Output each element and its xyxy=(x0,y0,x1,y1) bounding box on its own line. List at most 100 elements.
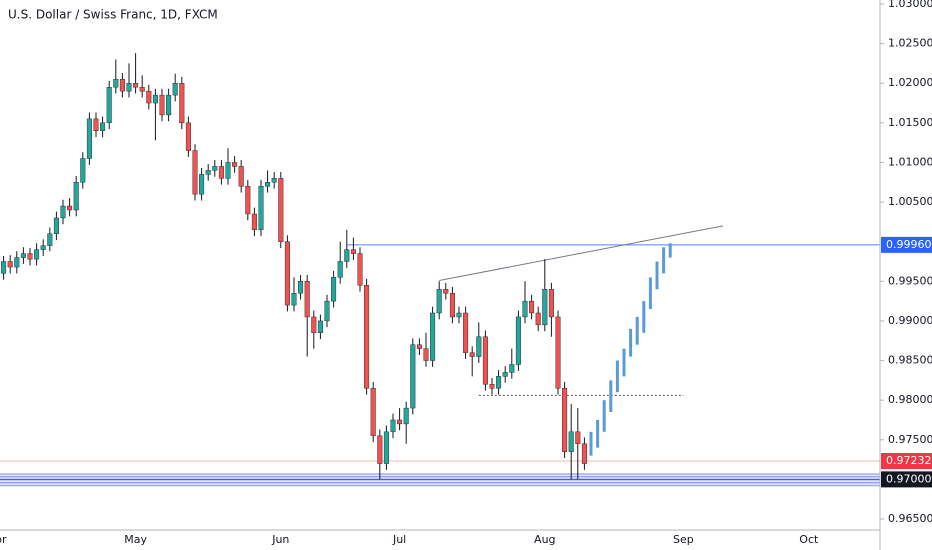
candle-body xyxy=(350,249,356,254)
candle-body xyxy=(271,178,277,183)
candle-body xyxy=(185,122,191,151)
time-axis xyxy=(0,530,932,550)
candle-body xyxy=(60,205,66,219)
candle-body xyxy=(581,443,587,464)
y-tick-label: 1.03000 xyxy=(888,0,932,10)
candle-body xyxy=(436,289,442,314)
candle-body xyxy=(133,83,139,88)
candle-body xyxy=(463,312,469,353)
candle-body xyxy=(166,94,172,116)
level-label: 0.97000 xyxy=(886,472,932,485)
candle-body xyxy=(106,86,112,124)
candle-body xyxy=(7,261,13,268)
candle-body xyxy=(331,277,337,302)
chart-title: U.S. Dollar / Swiss Franc, 1D, FXCM xyxy=(8,8,218,22)
candle-body xyxy=(27,253,33,260)
candle-body xyxy=(357,253,363,286)
candle-body xyxy=(390,419,396,433)
candle-body xyxy=(278,178,284,242)
candle-body xyxy=(529,300,535,314)
candle-body xyxy=(93,118,99,131)
candle-body xyxy=(67,205,73,211)
y-tick-label: 0.98500 xyxy=(888,354,932,367)
x-tick-label: Jun xyxy=(271,533,289,546)
candle-body xyxy=(535,312,541,326)
candle-body xyxy=(482,336,488,385)
plot-area xyxy=(0,53,880,487)
candle-body xyxy=(86,118,92,159)
candle-body xyxy=(258,186,264,231)
candle-body xyxy=(47,233,53,246)
y-tick-label: 0.99000 xyxy=(888,314,932,327)
y-tick-label: 1.00500 xyxy=(888,195,932,208)
y-tick-label: 0.96500 xyxy=(888,512,932,525)
candle-body xyxy=(397,419,403,425)
candle-body xyxy=(80,158,86,183)
candle-body xyxy=(377,435,383,464)
candle-body xyxy=(509,364,515,373)
candle-body xyxy=(53,217,59,234)
y-tick-label: 0.97500 xyxy=(888,433,932,446)
candle-body xyxy=(575,431,581,444)
candle-body xyxy=(179,83,185,124)
y-tick-label: 0.98000 xyxy=(888,393,932,406)
candle-body xyxy=(172,83,178,96)
candle-body xyxy=(100,122,106,131)
candle-body xyxy=(410,344,416,409)
candle-body xyxy=(344,249,350,262)
candle-body xyxy=(522,300,528,318)
candle-body xyxy=(311,316,317,334)
candle-body xyxy=(364,285,370,389)
y-tick-label: 1.02000 xyxy=(888,76,932,89)
candle-body xyxy=(14,257,20,268)
candle-body xyxy=(40,245,46,250)
candle-body xyxy=(403,407,409,425)
candle-body xyxy=(476,336,482,357)
candle-body xyxy=(370,388,376,437)
x-tick-label: Aug xyxy=(534,533,555,546)
candle-body xyxy=(562,388,568,452)
candle-body xyxy=(205,170,211,175)
candle-body xyxy=(502,372,508,377)
candle-body xyxy=(291,292,297,306)
candle-body xyxy=(304,281,310,318)
candle-body xyxy=(337,261,343,278)
level-label-box xyxy=(881,471,932,488)
x-tick-label: Oct xyxy=(799,533,819,546)
candle-body xyxy=(555,316,561,389)
candle-body xyxy=(430,312,436,361)
candle-body xyxy=(152,94,158,104)
candle-body xyxy=(199,174,205,195)
candle-body xyxy=(284,241,290,306)
candle-body xyxy=(34,249,40,260)
candle-body xyxy=(192,150,198,195)
candle-body xyxy=(245,186,251,215)
y-tick-label: 0.99500 xyxy=(888,274,932,287)
candle-body xyxy=(238,166,244,187)
candle-body xyxy=(416,344,422,349)
candle-body xyxy=(139,86,145,92)
x-tick-label: Jul xyxy=(392,533,406,546)
candle-body xyxy=(383,431,389,464)
candle-body xyxy=(568,431,574,452)
candle-body xyxy=(456,312,462,318)
candle-body xyxy=(496,376,502,389)
candle-body xyxy=(423,348,429,361)
candle-body xyxy=(548,289,554,318)
candle-body xyxy=(159,94,165,116)
level-label-box xyxy=(881,236,932,253)
level-label-box xyxy=(881,453,932,470)
x-tick-label: May xyxy=(124,533,147,546)
candle-body xyxy=(212,166,218,171)
y-tick-label: 1.02500 xyxy=(888,37,932,50)
candle-body xyxy=(298,281,304,294)
candle-body xyxy=(73,182,79,211)
candle-body xyxy=(489,384,495,389)
candle-body xyxy=(126,83,132,92)
trend-line xyxy=(439,225,724,282)
candle-body xyxy=(146,90,152,104)
candle-body xyxy=(443,289,449,294)
candle-body xyxy=(20,253,26,258)
